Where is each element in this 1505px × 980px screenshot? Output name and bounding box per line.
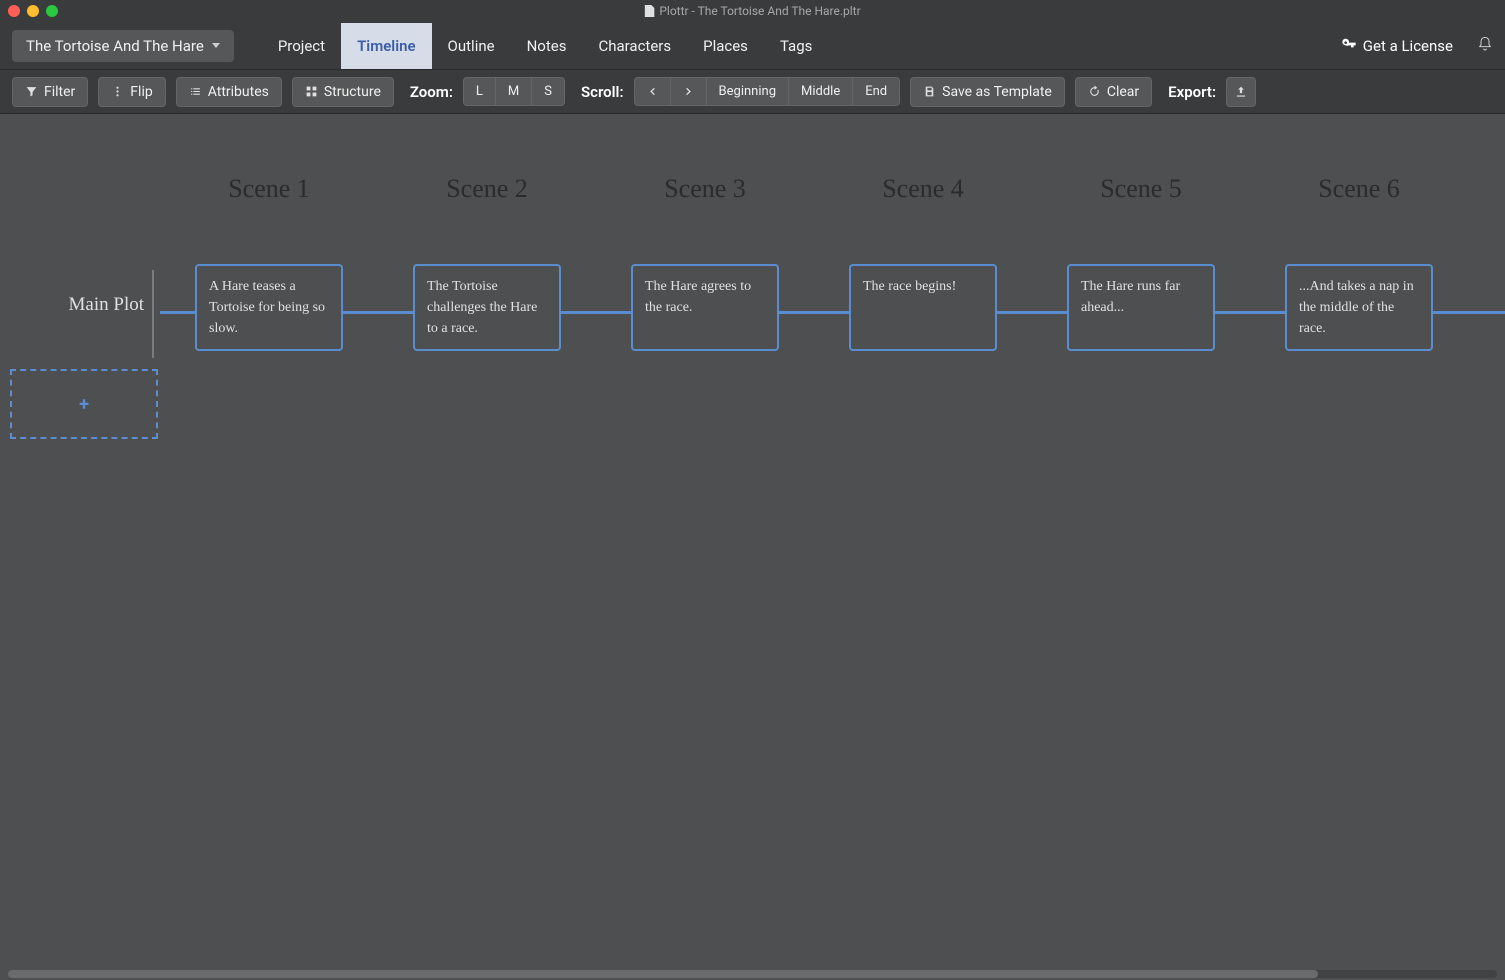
plot-label[interactable]: Main Plot xyxy=(0,264,160,316)
traffic-lights xyxy=(8,5,58,17)
zoom-label: Zoom: xyxy=(410,83,453,101)
flip-label: Flip xyxy=(130,84,152,100)
tab-outline[interactable]: Outline xyxy=(432,23,511,69)
zoom-l-button[interactable]: L xyxy=(463,77,496,106)
refresh-icon xyxy=(1088,85,1101,98)
scene-headers: Scene 1 Scene 2 Scene 3 Scene 4 Scene 5 … xyxy=(0,174,1505,264)
tab-notes[interactable]: Notes xyxy=(511,23,583,69)
project-dropdown-label: The Tortoise And The Hare xyxy=(26,37,204,55)
tab-tags[interactable]: Tags xyxy=(764,23,828,69)
export-icon xyxy=(1234,85,1248,99)
filter-button[interactable]: Filter xyxy=(12,77,88,107)
save-template-label: Save as Template xyxy=(942,84,1052,100)
save-icon xyxy=(923,85,936,98)
key-icon xyxy=(1341,36,1357,56)
flip-button[interactable]: Flip xyxy=(98,77,165,107)
filter-icon xyxy=(25,85,38,98)
plus-icon: + xyxy=(79,394,89,415)
scene-header[interactable]: Scene 2 xyxy=(378,174,596,264)
timeline-wrap: Scene 1 Scene 2 Scene 3 Scene 4 Scene 5 … xyxy=(0,114,1505,439)
flip-icon xyxy=(111,85,124,98)
list-icon xyxy=(189,85,202,98)
clear-label: Clear xyxy=(1107,84,1139,100)
scroll-end-button[interactable]: End xyxy=(853,77,900,106)
zoom-group: L M S xyxy=(463,77,565,106)
bell-icon[interactable] xyxy=(1477,36,1493,56)
scene-header[interactable]: Scene 1 xyxy=(160,174,378,264)
scene-header[interactable]: Scene 5 xyxy=(1032,174,1250,264)
scene-card[interactable]: The race begins! xyxy=(849,264,997,351)
project-dropdown[interactable]: The Tortoise And The Hare xyxy=(12,30,234,62)
scroll-group: Beginning Middle End xyxy=(634,77,901,106)
scroll-beginning-button[interactable]: Beginning xyxy=(707,77,789,106)
chevron-left-icon xyxy=(647,86,658,97)
window-title-text: Plottr - The Tortoise And The Hare.pltr xyxy=(659,4,860,18)
scene-header[interactable]: Scene 3 xyxy=(596,174,814,264)
structure-icon xyxy=(305,85,318,98)
close-window-button[interactable] xyxy=(8,5,20,17)
document-icon xyxy=(644,5,654,17)
add-plot-button[interactable]: + xyxy=(10,369,158,439)
chevron-right-icon xyxy=(683,86,694,97)
scene-card[interactable]: ...And takes a nap in the middle of the … xyxy=(1285,264,1433,351)
get-license-link[interactable]: Get a License xyxy=(1341,36,1453,56)
scene-card[interactable]: The Hare runs far ahead... xyxy=(1067,264,1215,351)
structure-button[interactable]: Structure xyxy=(292,77,394,107)
scroll-label: Scroll: xyxy=(581,83,624,101)
tab-timeline[interactable]: Timeline xyxy=(341,23,431,69)
scroll-left-button[interactable] xyxy=(634,77,671,106)
zoom-m-button[interactable]: M xyxy=(496,77,532,106)
titlebar: Plottr - The Tortoise And The Hare.pltr xyxy=(0,0,1505,22)
clear-button[interactable]: Clear xyxy=(1075,77,1152,107)
minimize-window-button[interactable] xyxy=(27,5,39,17)
horizontal-scrollbar[interactable] xyxy=(8,970,1497,978)
scene-card[interactable]: The Tortoise challenges the Hare to a ra… xyxy=(413,264,561,351)
scroll-middle-button[interactable]: Middle xyxy=(789,77,853,106)
scene-header[interactable]: Scene 4 xyxy=(814,174,1032,264)
scrollbar-thumb[interactable] xyxy=(8,970,1318,978)
maximize-window-button[interactable] xyxy=(46,5,58,17)
structure-label: Structure xyxy=(324,84,381,100)
tab-project[interactable]: Project xyxy=(262,23,341,69)
tab-characters[interactable]: Characters xyxy=(582,23,687,69)
tabbar-right: Get a License xyxy=(1341,36,1493,56)
filter-label: Filter xyxy=(44,84,75,100)
scene-cards: A Hare teases a Tortoise for being so sl… xyxy=(160,264,1468,351)
attributes-button[interactable]: Attributes xyxy=(176,77,282,107)
export-label: Export: xyxy=(1168,83,1216,101)
timeline-toolbar: Filter Flip Attributes Structure Zoom: L… xyxy=(0,70,1505,114)
nav-tabs: Project Timeline Outline Notes Character… xyxy=(262,23,829,69)
main-tabbar: The Tortoise And The Hare Project Timeli… xyxy=(0,22,1505,70)
plot-row: Main Plot A Hare teases a Tortoise for b… xyxy=(0,264,1505,351)
export-button[interactable] xyxy=(1226,77,1256,107)
timeline-canvas[interactable]: Scene 1 Scene 2 Scene 3 Scene 4 Scene 5 … xyxy=(0,114,1505,968)
scene-card[interactable]: The Hare agrees to the race. xyxy=(631,264,779,351)
save-template-button[interactable]: Save as Template xyxy=(910,77,1065,107)
scroll-right-button[interactable] xyxy=(671,77,707,106)
attributes-label: Attributes xyxy=(208,84,269,100)
scene-header[interactable]: Scene 6 xyxy=(1250,174,1468,264)
window-title: Plottr - The Tortoise And The Hare.pltr xyxy=(644,4,860,18)
caret-down-icon xyxy=(212,43,220,48)
zoom-s-button[interactable]: S xyxy=(532,77,565,106)
get-license-label: Get a License xyxy=(1363,37,1453,55)
tab-places[interactable]: Places xyxy=(687,23,764,69)
scene-card[interactable]: A Hare teases a Tortoise for being so sl… xyxy=(195,264,343,351)
